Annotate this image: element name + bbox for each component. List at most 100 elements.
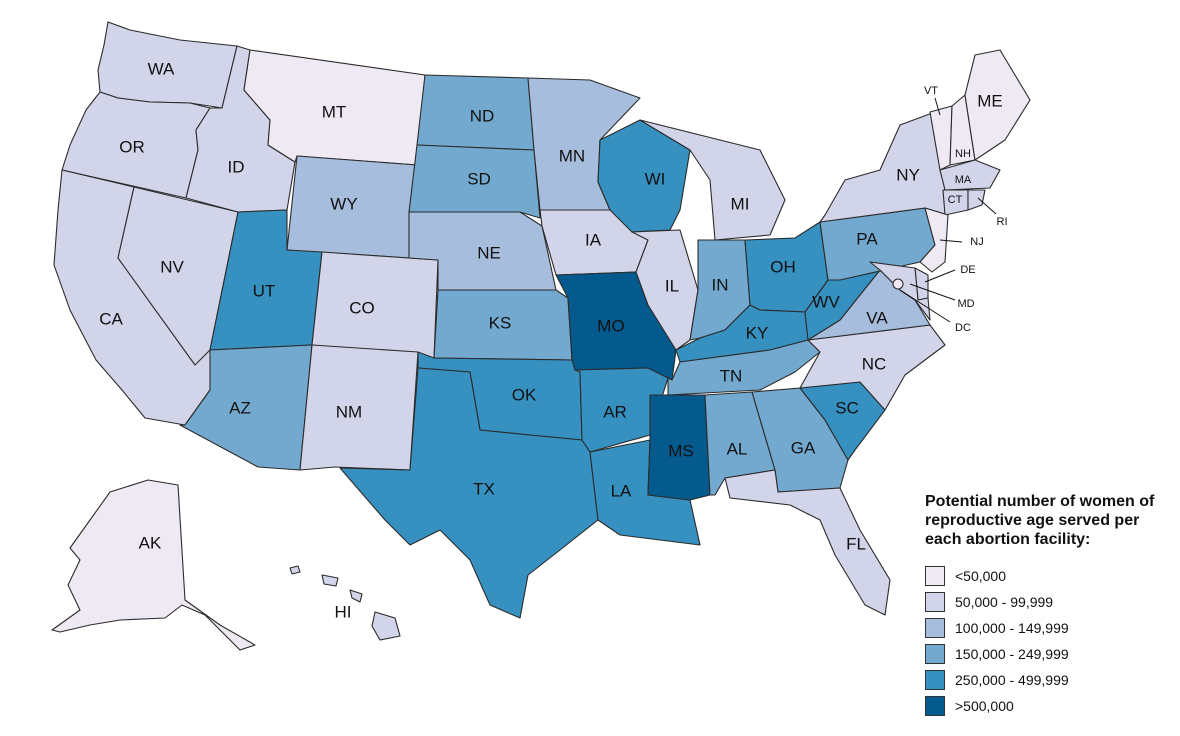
legend-label: 250,000 - 499,999 bbox=[955, 672, 1069, 688]
state-label-me: ME bbox=[977, 91, 1003, 110]
state-label-nm: NM bbox=[336, 402, 362, 421]
state-ma bbox=[939, 159, 1001, 191]
legend-item: <50,000 bbox=[925, 563, 1165, 589]
state-label-sc: SC bbox=[835, 398, 859, 417]
legend-title-line-3: each abortion facility: bbox=[925, 531, 1091, 548]
state-mi bbox=[639, 119, 786, 241]
leader-ri bbox=[977, 197, 997, 215]
legend-label: <50,000 bbox=[955, 568, 1006, 584]
state-label-nh: NH bbox=[955, 148, 971, 160]
state-label-ny: NY bbox=[896, 165, 920, 184]
legend-item: 150,000 - 249,999 bbox=[925, 641, 1165, 667]
state-label-ma: MA bbox=[955, 174, 972, 186]
state-shapes bbox=[51, 21, 1031, 651]
state-label-or: OR bbox=[119, 137, 145, 156]
state-label-ne: NE bbox=[477, 243, 501, 262]
state-hi bbox=[289, 565, 401, 641]
state-label-nv: NV bbox=[160, 257, 184, 276]
state-label-ct: CT bbox=[948, 194, 963, 206]
state-label-vt: VT bbox=[924, 85, 938, 97]
leader-de bbox=[924, 269, 956, 283]
state-fl bbox=[724, 469, 891, 616]
state-labels: WA OR CA NV ID MT WY UT AZ CO NM ND SD N… bbox=[99, 59, 1007, 621]
state-dc bbox=[892, 278, 904, 290]
state-label-ut: UT bbox=[253, 281, 276, 300]
state-label-ga: GA bbox=[791, 438, 816, 457]
legend-item: 250,000 - 499,999 bbox=[925, 667, 1165, 693]
state-label-mi: MI bbox=[731, 194, 750, 213]
state-ak bbox=[51, 479, 256, 651]
state-sd bbox=[408, 144, 541, 219]
legend-item: 50,000 - 99,999 bbox=[925, 589, 1165, 615]
state-label-ok: OK bbox=[512, 385, 537, 404]
state-label-nc: NC bbox=[862, 354, 887, 373]
legend-label: 150,000 - 249,999 bbox=[955, 646, 1069, 662]
state-label-il: IL bbox=[665, 276, 679, 295]
legend-swatch bbox=[925, 670, 945, 690]
state-label-wy: WY bbox=[330, 194, 357, 213]
state-label-va: VA bbox=[866, 308, 888, 327]
legend-label: 50,000 - 99,999 bbox=[955, 594, 1054, 610]
state-label-dc: DC bbox=[955, 322, 971, 334]
legend-swatch bbox=[925, 696, 945, 716]
state-label-la: LA bbox=[611, 481, 632, 500]
state-label-hi: HI bbox=[335, 602, 352, 621]
state-label-ms: MS bbox=[668, 441, 694, 460]
state-label-oh: OH bbox=[770, 257, 796, 276]
legend-label: 100,000 - 149,999 bbox=[955, 620, 1069, 636]
state-nj bbox=[919, 207, 949, 273]
state-label-ia: IA bbox=[585, 230, 602, 249]
legend-swatch bbox=[925, 566, 945, 586]
state-label-mn: MN bbox=[559, 146, 585, 165]
state-label-id: ID bbox=[228, 157, 245, 176]
state-ar bbox=[574, 367, 669, 453]
state-tx bbox=[339, 367, 599, 619]
leader-vt bbox=[934, 97, 941, 116]
state-ri bbox=[967, 189, 986, 211]
state-label-tn: TN bbox=[720, 366, 743, 385]
state-label-nd: ND bbox=[470, 106, 495, 125]
legend-title-line-2: reproductive age served per bbox=[925, 512, 1140, 529]
state-label-in: IN bbox=[712, 275, 729, 294]
state-ny bbox=[819, 111, 949, 223]
state-label-ky: KY bbox=[746, 323, 769, 342]
legend-title: Potential number of women of reproductiv… bbox=[925, 492, 1165, 549]
legend-item: 100,000 - 149,999 bbox=[925, 615, 1165, 641]
state-label-sd: SD bbox=[467, 169, 491, 188]
state-label-ri: RI bbox=[997, 216, 1008, 228]
state-label-ca: CA bbox=[99, 309, 123, 328]
state-label-fl: FL bbox=[846, 534, 866, 553]
leader-dc bbox=[899, 289, 951, 323]
state-label-ks: KS bbox=[489, 313, 512, 332]
state-md bbox=[869, 261, 931, 321]
legend-swatch bbox=[925, 592, 945, 612]
state-co bbox=[311, 251, 439, 359]
state-label-az: AZ bbox=[229, 398, 251, 417]
leader-nj bbox=[939, 239, 963, 243]
legend-label: >500,000 bbox=[955, 698, 1014, 714]
state-label-wa: WA bbox=[148, 59, 175, 78]
state-label-mo: MO bbox=[597, 316, 624, 335]
state-label-wi: WI bbox=[645, 169, 666, 188]
legend-swatch bbox=[925, 618, 945, 638]
state-label-nj: NJ bbox=[970, 236, 983, 248]
state-label-co: CO bbox=[349, 298, 375, 317]
state-label-pa: PA bbox=[856, 229, 878, 248]
state-label-tx: TX bbox=[473, 479, 495, 498]
state-label-al: AL bbox=[727, 439, 748, 458]
label-leader-lines bbox=[899, 97, 997, 323]
state-label-ak: AK bbox=[139, 533, 162, 552]
legend-swatch bbox=[925, 644, 945, 664]
state-label-de: DE bbox=[960, 264, 975, 276]
state-label-mt: MT bbox=[322, 102, 347, 121]
legend-title-line-1: Potential number of women of bbox=[925, 493, 1155, 510]
legend-item: >500,000 bbox=[925, 693, 1165, 719]
leader-md bbox=[909, 283, 956, 301]
legend: Potential number of women of reproductiv… bbox=[925, 492, 1165, 719]
state-label-md: MD bbox=[957, 298, 974, 310]
state-label-wv: WV bbox=[812, 292, 840, 311]
state-nc bbox=[799, 324, 946, 411]
state-label-ar: AR bbox=[603, 402, 627, 421]
